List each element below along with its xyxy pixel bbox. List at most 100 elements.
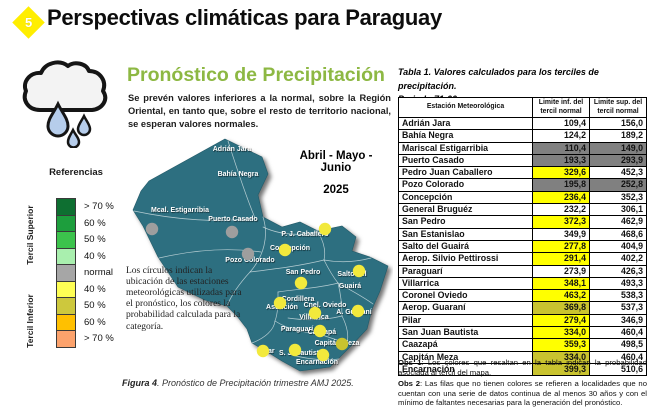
station-label: Encarnación: [296, 359, 338, 366]
legend-scale: > 70 % 60 % 50 % 40 % normal 40 % 50 % 60 % > 70…: [56, 198, 114, 348]
table-title-number: Tabla 1.: [398, 67, 432, 77]
sup-value-cell: 460,4: [589, 326, 647, 340]
obs-2-text: : Las filas que no tienen colores se ref…: [398, 378, 647, 408]
station-dot-yellow: [351, 304, 365, 318]
terciles-table: Estación Meteorológica Limite inf. del t…: [398, 97, 647, 377]
station-cell: San Estanislao: [398, 227, 533, 241]
station-cell: Concepción: [398, 190, 533, 205]
station-dot-olive: [335, 337, 349, 351]
station-cell: Caazapá: [398, 338, 533, 352]
station-dot-yellow: [316, 348, 330, 362]
table-row: Pilar 279,4 346,9: [398, 313, 647, 328]
legend-swatch: [56, 264, 76, 282]
paraguay-map: Adrián Jara Bahía Negra Mcal. Estigarribia…: [132, 138, 389, 372]
station-dot-yellow: [318, 222, 332, 236]
inf-value-cell: 334,0: [532, 326, 590, 340]
sup-value-cell: 460,4: [589, 350, 647, 364]
table-row: San Pedro 372,3 462,9: [398, 215, 647, 229]
sup-value-cell: 189,2: [589, 129, 647, 143]
inf-value-cell: 359,3: [532, 338, 590, 352]
legend-title: Referencias: [49, 167, 103, 178]
station-cell: Aerop. Guaraní: [398, 301, 533, 315]
station-cell: Bahía Negra: [398, 129, 533, 143]
table-notes: Obs 1: Los colores que resaltan en la ta…: [398, 358, 647, 409]
station-cell: Pozo Colorado: [398, 178, 533, 192]
station-label: San Pedro: [286, 269, 321, 276]
legend-row: > 70 %: [56, 198, 114, 216]
legend-label: 60 %: [84, 217, 106, 229]
sup-value-cell: 306,1: [589, 203, 647, 217]
legend-label: 50 %: [84, 300, 106, 312]
legend-swatch: [56, 280, 76, 298]
station-cell: Puerto Casado: [398, 153, 533, 168]
sup-value-cell: 510,6: [589, 362, 647, 377]
station-label: Salto del: [337, 271, 366, 278]
table-row: Concepción 236,4 352,3: [398, 190, 647, 205]
legend-swatch: [56, 313, 76, 331]
sup-value-cell: 402,2: [589, 252, 647, 266]
legend-swatch: [56, 198, 76, 216]
inf-value-cell: 329,6: [532, 166, 590, 180]
legend-swatch: [56, 231, 76, 249]
table-header-row: Estación Meteorológica Limite inf. del t…: [398, 97, 647, 118]
legend-row: 50 %: [56, 297, 114, 315]
inf-value-cell: 348,1: [532, 276, 590, 291]
legend-label: 60 %: [84, 316, 106, 328]
station-dot-yellow: [256, 344, 270, 358]
inf-value-cell: 273,9: [532, 264, 590, 278]
inf-value-cell: 124,2: [532, 129, 590, 143]
inf-value-cell: 463,2: [532, 289, 590, 303]
station-dot-yellow: [313, 324, 327, 338]
legend-label: 40 %: [84, 283, 106, 295]
legend-label: > 70 %: [84, 333, 114, 345]
obs-2-label: Obs 2: [398, 378, 421, 388]
legend-row: normal: [56, 264, 114, 282]
sup-value-cell: 293,9: [589, 153, 647, 168]
legend-row: 40 %: [56, 280, 114, 298]
table-row: San Estanislao 349,9 468,6: [398, 227, 647, 241]
sup-value-cell: 352,3: [589, 190, 647, 205]
circles-note: Los círculos indican la ubicación de las…: [126, 266, 242, 332]
tercil-inferior-label: Tercil Inferior: [25, 294, 35, 348]
station-dot-yellow: [294, 276, 308, 290]
station-cell: Pedro Juan Caballero: [398, 166, 533, 180]
inf-value-cell: 110,4: [532, 141, 590, 155]
sup-value-cell: 404,9: [589, 239, 647, 254]
station-dot-yellow: [278, 243, 292, 257]
figure-caption-text: . Pronóstico de Precipitación trimestre …: [157, 378, 354, 388]
sup-value-cell: 156,0: [589, 116, 647, 131]
station-dot-gray: [145, 222, 159, 236]
table-row: Aerop. Guaraní 369,8 537,3: [398, 301, 647, 315]
station-dots: [145, 222, 366, 362]
station-cell: Aerop. Silvio Pettirossi: [398, 252, 533, 266]
section-heading: Pronóstico de Precipitación: [127, 64, 385, 86]
table-row: Encarnación 399,3 510,6: [398, 362, 647, 377]
sup-value-cell: 452,3: [589, 166, 647, 180]
legend-row: > 70 %: [56, 330, 114, 348]
inf-value-cell: 277,8: [532, 239, 590, 254]
table-row: Puerto Casado 193,3 293,9: [398, 153, 647, 168]
table-row: Adrián Jara 109,4 156,0: [398, 116, 647, 131]
sup-value-cell: 462,9: [589, 215, 647, 229]
station-cell: San Pedro: [398, 215, 533, 229]
sup-value-cell: 426,3: [589, 264, 647, 278]
station-dot-gray: [225, 225, 239, 239]
station-label: Cnel. Oviedo: [304, 302, 347, 309]
tercil-superior-label: Tercil Superior: [25, 205, 35, 265]
inf-value-cell: 195,8: [532, 178, 590, 192]
station-label: P. J. Caballero: [281, 231, 328, 238]
table-title-text: Valores calculados para los terciles de …: [398, 67, 599, 91]
col-header-sup: Limite sup. del tercil normal: [589, 97, 647, 118]
slide-number: 5: [24, 14, 33, 30]
season-months: Abril - Mayo - Junio: [299, 150, 373, 174]
inf-value-cell: 399,3: [532, 362, 590, 377]
inf-value-cell: 291,4: [532, 252, 590, 266]
station-dot-yellow: [352, 264, 366, 278]
station-label: Pozo Colorado: [225, 257, 274, 264]
inf-value-cell: 369,8: [532, 301, 590, 315]
inf-value-cell: 193,3: [532, 153, 590, 168]
terciles-table-body: Adrián Jara 109,4 156,0 Bahía Negra 124,2 189…: [398, 116, 647, 377]
figure-caption-number: Figura 4: [122, 378, 158, 388]
station-label: S. J. Bautista: [279, 350, 323, 357]
figure-caption: Figura 4. Pronóstico de Precipitación tr…: [122, 378, 354, 388]
